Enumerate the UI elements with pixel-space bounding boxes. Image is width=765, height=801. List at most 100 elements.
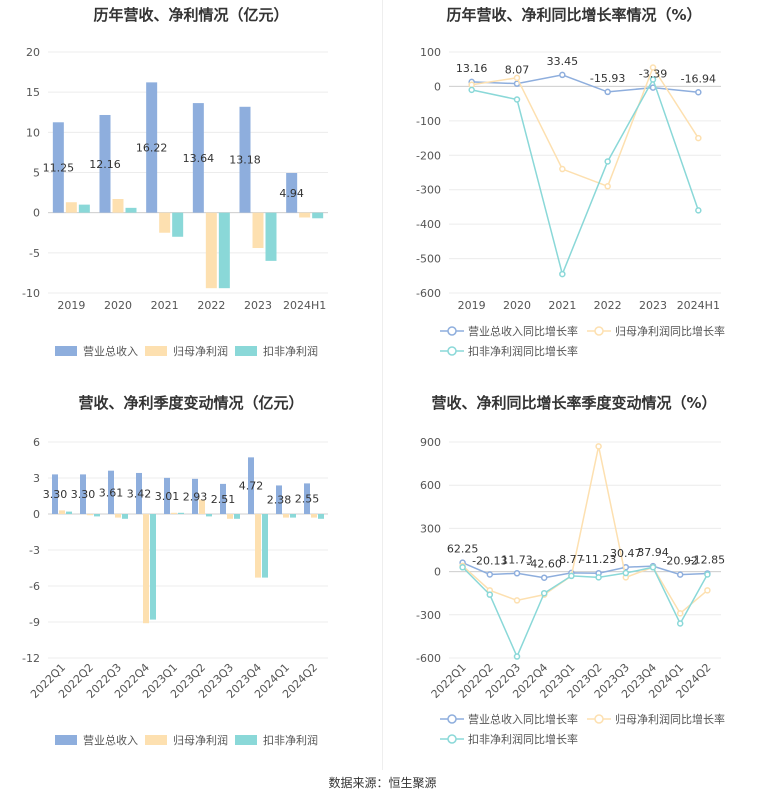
legend-swatch-marker [594,326,604,336]
bar-net-profit [65,202,77,213]
y-tick-label: -300 [416,184,441,197]
x-tick-label: 2021 [548,299,576,312]
series-point [595,574,602,581]
x-tick-label: 2020 [503,299,531,312]
x-tick-label: 2022 [197,299,225,312]
series-point [676,620,684,627]
legend-label: 营业总收入同比增长率 [468,324,578,338]
data-label: 3.61 [99,486,124,499]
series-point [568,572,575,580]
y-tick-label: 0 [434,566,441,579]
x-tick-label: 2019 [458,299,486,312]
y-tick-label: 0 [434,80,441,93]
legend-label: 扣非净利润 [263,733,318,747]
bar-revenue [239,106,251,213]
series-point [649,76,657,83]
data-label: 62.25 [447,543,479,556]
chart-title: 营收、净利季度变动情况（亿元） [78,394,304,412]
bar-revenue [99,114,111,213]
bar-revenue [52,474,58,514]
data-label: 13.64 [183,152,215,165]
data-label: 2.38 [267,494,292,507]
bar-revenue [192,478,198,514]
series-line [471,74,699,94]
y-tick-label: 0 [33,508,40,521]
x-tick-label: 2022 [594,299,622,312]
x-tick-label: 2023 [244,299,272,312]
series-point [513,570,521,577]
bar-net-profit [59,510,65,514]
series-point [468,81,475,88]
y-tick-label: -100 [416,115,441,128]
data-label: -12.85 [690,553,725,566]
data-source: 数据来源：恒生聚源 [328,776,437,790]
legend-swatch [55,735,77,745]
series-point [486,591,494,598]
quarterly-growth-panel: 营收、净利同比增长率季度变动情况（%） 900 600 300 0 -300 -600 20… [383,388,765,776]
bar-deducted-profit [318,514,324,519]
legend-swatch [235,346,257,356]
bar-deducted-profit [78,204,90,213]
legend-label: 归母净利润 [173,733,228,747]
quarterly-revenue-profit-chart: 630-3-6-9-122022Q12022Q22022Q32022Q42023… [22,436,328,747]
y-tick-label: -6 [29,580,40,593]
legend-swatch-marker [447,326,457,336]
series-point [513,653,521,660]
y-tick-label: -600 [416,652,441,665]
bar-deducted-profit [312,212,324,219]
data-label: -16.94 [681,72,716,85]
series-point [622,569,630,577]
bar-revenue [286,172,298,213]
bar-net-profit [115,514,121,518]
legend-label: 扣非净利润同比增长率 [468,344,578,358]
bar-net-profit [199,499,205,514]
series-point [695,89,702,96]
series-line [462,566,709,659]
bar-deducted-profit [172,212,184,237]
bar-deducted-profit [125,207,137,213]
data-label: 3.30 [43,488,68,501]
bar-net-profit [159,212,171,233]
y-tick-label: -400 [416,218,441,231]
series-point [486,571,494,578]
data-label: 11.25 [43,161,75,174]
bar-net-profit [227,514,233,519]
series-point [513,96,521,103]
y-tick-label: -300 [416,609,441,622]
y-tick-label: -9 [29,616,40,629]
bar-net-profit [87,514,93,516]
bar-net-profit [283,514,289,518]
bar-net-profit [311,514,317,518]
x-tick-label: 2019 [57,299,85,312]
bar-revenue [146,82,158,213]
bar-revenue [52,122,64,213]
bar-deducted-profit [265,212,277,261]
bar-net-profit [205,212,217,289]
annual-growth-chart: 100 0 -100 -200 -300 -400 -500 -600 2019 2020 2021… [416,46,725,358]
legend-swatch-marker [594,714,604,724]
bar-deducted-profit [150,514,156,620]
y-tick-label: 5 [33,167,40,180]
legend-swatch-marker [447,346,457,356]
x-tick-label: 2023 [639,299,667,312]
y-tick-label: 6 [33,436,40,449]
legend-label: 营业总收入 [83,733,138,747]
data-label: 4.72 [239,480,264,493]
bar-deducted-profit [206,514,212,517]
series-point [649,64,657,71]
series-point [704,587,711,594]
y-tick-label: -5 [29,247,40,260]
y-tick-label: 0 [33,207,40,220]
data-label: 8.07 [505,64,530,77]
x-tick-label: 2021 [151,299,179,312]
legend-label: 归母净利润同比增长率 [615,712,725,726]
annual-growth-panel: 历年营收、净利同比增长率情况（%） 100 0 -100 -200 -300 -400 -5… [383,0,765,388]
y-tick-label: 10 [26,126,40,139]
y-tick-label: -500 [416,253,441,266]
data-label: 2.93 [183,490,208,503]
data-label: -42.60 [526,558,561,571]
data-label: 3.30 [71,488,96,501]
legend-swatch [235,735,257,745]
series-point [695,134,702,142]
x-tick-label: 2024H1 [283,299,326,312]
